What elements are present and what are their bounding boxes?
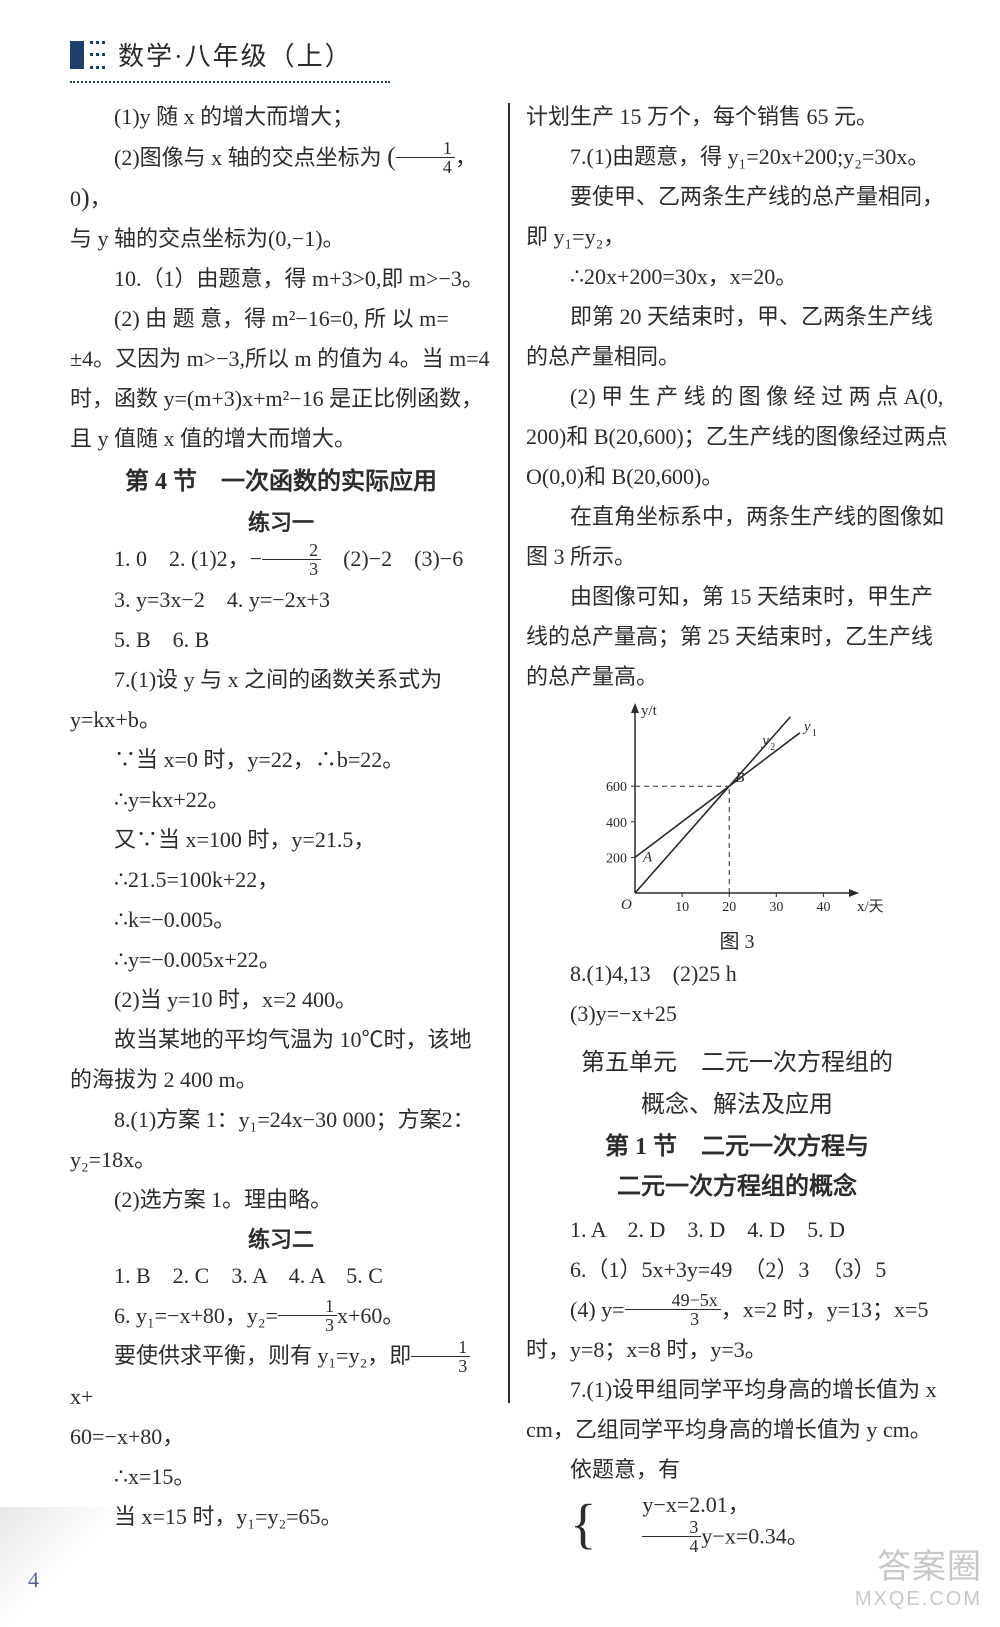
body-text: ∴21.5=100k+22，: [70, 860, 492, 900]
body-text: 6.（1）5x+3y=49 （2）3 （3）5: [526, 1250, 948, 1290]
body-text: 依题意，有 { y−x=2.01， 34y−x=0.34。: [526, 1450, 948, 1557]
header-rule: [70, 81, 390, 83]
body-text: 7.(1)设甲组同学平均身高的增长值为 x cm，乙组同学平均身高的增长值为 y…: [526, 1370, 948, 1450]
body-text: ∴y=kx+22。: [70, 780, 492, 820]
body-text: 要使供求平衡，则有 y₁=y₂，即13x+: [70, 1336, 492, 1416]
body-text: 计划生产 15 万个，每个销售 65 元。: [526, 97, 948, 137]
body-text: (3)y=−x+25: [526, 994, 948, 1034]
section-title: 第 1 节 二元一次方程与: [526, 1130, 948, 1164]
body-text: ∴y=−0.005x+22。: [70, 940, 492, 980]
body-text: 当 x=15 时，y₁=y₂=65。: [70, 1497, 492, 1537]
left-column: (1)y 随 x 的增大而增大； (2)图像与 x 轴的交点坐标为 (14，0)…: [70, 97, 492, 1557]
body-text: 1. 0 2. (1)2，−23 (2)−2 (3)−6: [70, 539, 492, 579]
svg-text:200: 200: [606, 851, 627, 866]
chart-caption: 图 3: [526, 925, 948, 954]
page: 数学·八年级（上） (1)y 随 x 的增大而增大； (2)图像与 x 轴的交点…: [0, 0, 1000, 1627]
svg-text:B: B: [735, 770, 744, 786]
body-text: 故当某地的平均气温为 10℃时，该地的海拔为 2 400 m。: [70, 1020, 492, 1100]
svg-text:10: 10: [675, 900, 689, 915]
body-text: 8.(1)4,13 (2)25 h: [526, 954, 948, 994]
header-title: 数学·八年级（上）: [118, 36, 353, 73]
unit-title: 第五单元 二元一次方程组的: [526, 1044, 948, 1082]
body-text: ∴x=15。: [70, 1457, 492, 1497]
svg-text:2: 2: [770, 742, 775, 753]
body-text: (2)当 y=10 时，x=2 400。: [70, 980, 492, 1020]
body-text: 与 y 轴的交点坐标为(0,−1)。: [70, 219, 492, 259]
body-text: 7.(1)由题意，得 y₁=20x+200;y₂=30x。: [526, 137, 948, 177]
body-text: ∴k=−0.005。: [70, 900, 492, 940]
body-text: 5. B 6. B: [70, 620, 492, 660]
body-text: ∵当 x=0 时，y=22，∴b=22。: [70, 740, 492, 780]
svg-text:40: 40: [816, 900, 830, 915]
body-text: 要使甲、乙两条生产线的总产量相同，即 y₁=y₂，: [526, 177, 948, 257]
body-text: (4) y=49−5x3，x=2 时，y=13；x=5: [526, 1290, 948, 1330]
two-column-layout: (1)y 随 x 的增大而增大； (2)图像与 x 轴的交点坐标为 (14，0)…: [70, 97, 948, 1557]
svg-text:O: O: [621, 897, 632, 913]
svg-text:20: 20: [722, 900, 736, 915]
svg-text:400: 400: [606, 816, 627, 831]
body-text: (2) 甲 生 产 线 的 图 像 经 过 两 点 A(0, 200)和 B(2…: [526, 377, 948, 497]
watermark-url: MXQE.COM: [855, 1587, 982, 1611]
body-text: 60=−x+80，: [70, 1417, 492, 1457]
svg-text:y/t: y/t: [641, 703, 658, 719]
svg-text:1: 1: [812, 728, 817, 739]
body-text: 即第 20 天结束时，甲、乙两条生产线的总产量相同。: [526, 297, 948, 377]
subsection-title: 练习一: [70, 505, 492, 537]
unit-title: 概念、解法及应用: [526, 1086, 948, 1124]
eq-row: 34y−x=0.34。: [598, 1520, 808, 1557]
body-text: 3. y=3x−2 4. y=−2x+3: [70, 580, 492, 620]
header-ornament-block: [70, 41, 84, 69]
svg-text:30: 30: [769, 900, 783, 915]
svg-text:A: A: [642, 849, 653, 865]
page-number: 4: [28, 1567, 39, 1593]
body-text: 在直角坐标系中，两条生产线的图像如图 3 所示。: [526, 497, 948, 577]
svg-text:600: 600: [606, 780, 627, 795]
body-text: 10.（1）由题意，得 m+3>0,即 m>−3。: [70, 259, 492, 299]
body-text: (2)图像与 x 轴的交点坐标为 (14，0)，: [70, 137, 492, 219]
body-text: 8.(1)方案 1：y₁=24x−30 000；方案2：y₂=18x。: [70, 1100, 492, 1180]
line-chart: 10203040200400600y1y2ABOx/天y/t: [587, 703, 887, 923]
body-text: 由图像可知，第 15 天结束时，甲生产线的总产量高；第 25 天结束时，乙生产线…: [526, 577, 948, 697]
body-text: 时，y=8；x=8 时，y=3。: [526, 1330, 948, 1370]
body-text: 7.(1)设 y 与 x 之间的函数关系式为 y=kx+b。: [70, 660, 492, 740]
subsection-title: 练习二: [70, 1222, 492, 1254]
section-title: 第 4 节 一次函数的实际应用: [70, 465, 492, 499]
body-text: 1. A 2. D 3. D 4. D 5. D: [526, 1210, 948, 1250]
column-divider: [508, 103, 510, 1403]
body-text: (2) 由 题 意，得 m²−16=0, 所 以 m= ±4。又因为 m>−3,…: [70, 299, 492, 459]
svg-text:x/天: x/天: [857, 899, 884, 915]
body-text: 1. B 2. C 3. A 4. A 5. C: [70, 1256, 492, 1296]
eq-row: y−x=2.01，: [598, 1490, 808, 1520]
page-header: 数学·八年级（上）: [70, 36, 948, 73]
svg-text:y: y: [802, 719, 811, 735]
section-title: 二元一次方程组的概念: [526, 1170, 948, 1204]
header-ornament-dots: [90, 41, 108, 69]
body-text: 6. y₁=−x+80，y₂=13x+60。: [70, 1296, 492, 1336]
right-column: 计划生产 15 万个，每个销售 65 元。 7.(1)由题意，得 y₁=20x+…: [526, 97, 948, 1557]
svg-text:y: y: [760, 733, 769, 749]
body-text: (1)y 随 x 的增大而增大；: [70, 97, 492, 137]
equation-system: { y−x=2.01， 34y−x=0.34。: [526, 1490, 809, 1557]
body-text: ∴20x+200=30x，x=20。: [526, 257, 948, 297]
body-text: 又∵当 x=100 时，y=21.5，: [70, 820, 492, 860]
body-text: (2)选方案 1。理由略。: [70, 1180, 492, 1220]
